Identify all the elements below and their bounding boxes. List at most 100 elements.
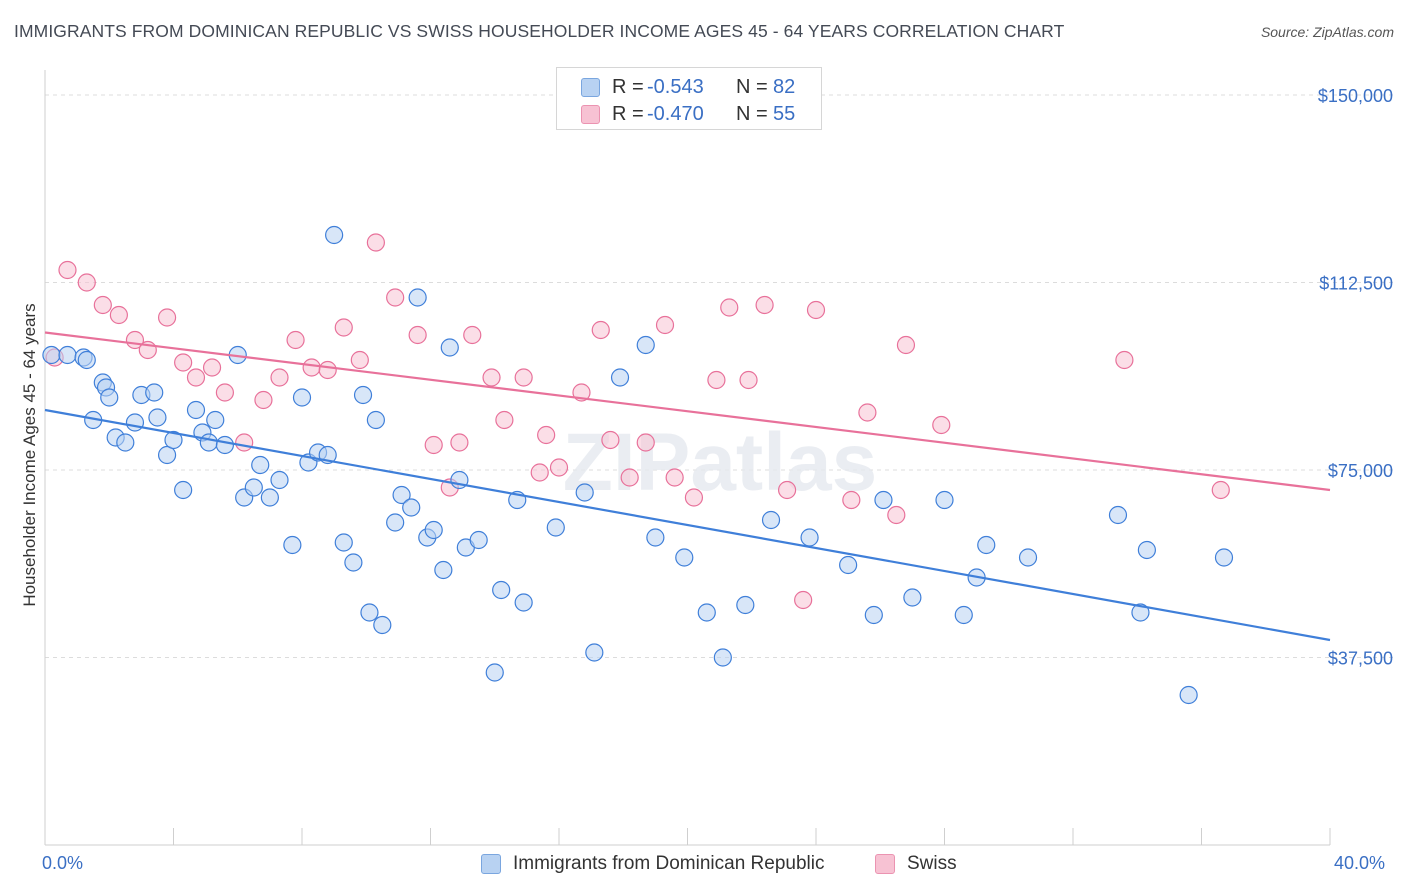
dominican-point — [270, 470, 289, 490]
swiss-point — [720, 298, 739, 317]
swiss-point — [777, 480, 797, 500]
y-tick-label: $112,500 — [1319, 274, 1393, 294]
y-tick-label: $75,000 — [1328, 461, 1393, 481]
swiss-point — [806, 300, 826, 320]
dominican-point — [199, 433, 218, 452]
swiss-point — [842, 490, 861, 510]
swiss-point — [450, 433, 469, 452]
swiss-point — [334, 318, 353, 337]
dominican-point — [646, 528, 665, 547]
dominican-point — [636, 335, 655, 355]
dominican-point — [492, 580, 511, 600]
swiss-point — [601, 430, 620, 450]
dominican-point — [373, 615, 392, 635]
r-label: R = — [612, 103, 644, 125]
y-axis-title: Householder Income Ages 45 - 64 years — [20, 303, 39, 607]
swiss-point — [739, 370, 758, 390]
dominican-point — [1018, 548, 1038, 567]
swiss-point — [620, 468, 639, 487]
legend-swatch-pink — [581, 105, 600, 124]
bottom-legend-label: Immigrants from Dominican Republic — [513, 853, 825, 874]
dominican-point — [800, 528, 819, 547]
axes — [44, 70, 1331, 846]
dominican-point — [325, 225, 344, 245]
dominican-point — [713, 648, 732, 667]
dominican-point — [360, 603, 379, 622]
dominican-point — [206, 410, 225, 430]
y-tick-label: $150,000 — [1318, 86, 1393, 106]
swiss-point — [530, 463, 549, 482]
swiss-point — [755, 295, 774, 315]
swiss-point — [655, 315, 675, 335]
dominican-point — [761, 510, 781, 530]
swiss-point — [636, 433, 655, 452]
dominican-point — [954, 605, 973, 625]
swiss-point — [235, 433, 254, 452]
swiss-point — [302, 358, 321, 377]
dominican-point — [334, 533, 353, 552]
dominican-point — [675, 548, 694, 567]
chart-title: IMMIGRANTS FROM DOMINICAN REPUBLIC VS SW… — [14, 21, 1065, 41]
r-label: R = — [612, 76, 644, 98]
swiss-point — [58, 260, 77, 280]
swiss-point — [549, 458, 569, 477]
x-tick-label-max: 40.0% — [1334, 853, 1386, 873]
dominican-point — [125, 413, 145, 432]
dominican-point — [344, 553, 363, 572]
dominican-point — [100, 388, 119, 407]
dominican-point — [58, 345, 77, 365]
dominican-point — [1131, 603, 1150, 622]
dominican-point — [434, 560, 453, 580]
dominican-point — [1179, 685, 1198, 705]
swiss-point — [366, 233, 385, 252]
y-tick-labels: $37,500 $75,000 $112,500 $150,000 — [1318, 86, 1393, 669]
dominican-point — [402, 498, 421, 517]
swiss-point — [858, 403, 877, 422]
dominican-point — [215, 435, 234, 455]
swiss-point — [270, 368, 289, 387]
dominican-point — [164, 430, 183, 450]
swiss-point — [591, 320, 610, 340]
dominican-point — [77, 350, 96, 370]
watermark: ZIPatlas — [563, 417, 877, 508]
swiss-point — [157, 308, 177, 327]
dominican-point — [514, 593, 533, 612]
dominican-point — [585, 643, 604, 662]
swiss-point — [408, 325, 427, 345]
n-label: N = — [736, 76, 768, 98]
dominican-point — [353, 385, 373, 405]
dominican-point — [1137, 540, 1156, 560]
dominican-point — [116, 433, 135, 452]
dominican-point — [260, 488, 279, 507]
dominican-point — [157, 445, 177, 465]
swiss-point — [174, 353, 193, 372]
dominican-point — [145, 383, 164, 402]
bottom-legend-swatch-blue — [481, 854, 501, 874]
swiss-point — [794, 590, 813, 610]
dominican-point — [148, 408, 167, 427]
swiss-point — [495, 410, 514, 430]
correlation-legend: R = -0.543 N = 82 R = -0.470 N = 55 — [556, 67, 822, 130]
swiss-point — [77, 273, 96, 292]
swiss-point — [186, 368, 206, 387]
x-tick-label-min: 0.0% — [42, 853, 84, 873]
n-value: 55 — [773, 103, 796, 125]
dominican-point — [292, 388, 312, 407]
swiss-point — [318, 360, 337, 380]
n-value: 82 — [773, 76, 796, 98]
dominican-point — [485, 663, 504, 682]
dominican-point — [1214, 548, 1234, 567]
swiss-point — [463, 325, 482, 345]
dominican-point — [1108, 505, 1128, 525]
swiss-point — [707, 370, 726, 390]
r-value: -0.470 — [647, 103, 704, 125]
swiss-point — [896, 335, 916, 355]
dominican-trend-line — [44, 408, 1331, 642]
dominican-points — [42, 93, 1234, 705]
dominican-point — [392, 485, 411, 505]
dominican-point — [440, 338, 459, 357]
dominican-point — [977, 535, 996, 555]
dominican-point — [935, 490, 954, 510]
dominican-point — [251, 455, 270, 475]
